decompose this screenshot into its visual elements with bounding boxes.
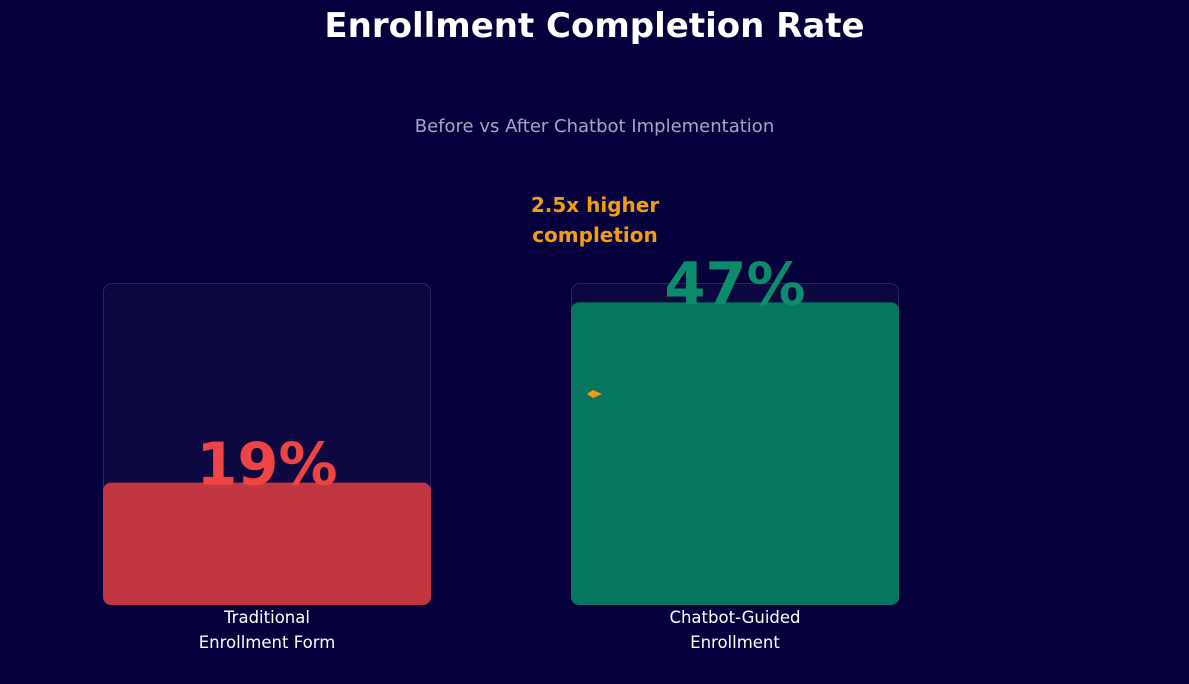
annotation-text-1: completion [532, 223, 658, 247]
value-label-0: 19% [196, 430, 337, 499]
annotation-marker [587, 390, 602, 398]
bar-1 [571, 302, 899, 605]
chart-title: Enrollment Completion Rate [324, 6, 865, 46]
category-label-0-1: Enrollment Form [199, 633, 336, 652]
category-label-1-1: Enrollment [690, 633, 780, 652]
category-label-0-0: Traditional [223, 608, 310, 627]
value-label-1: 47% [664, 249, 805, 318]
chart-subtitle: Before vs After Chatbot Implementation [414, 116, 775, 137]
category-label-1-0: Chatbot-Guided [669, 608, 800, 627]
annotation-text-0: 2.5x higher [531, 193, 660, 217]
bar-0 [103, 482, 431, 605]
